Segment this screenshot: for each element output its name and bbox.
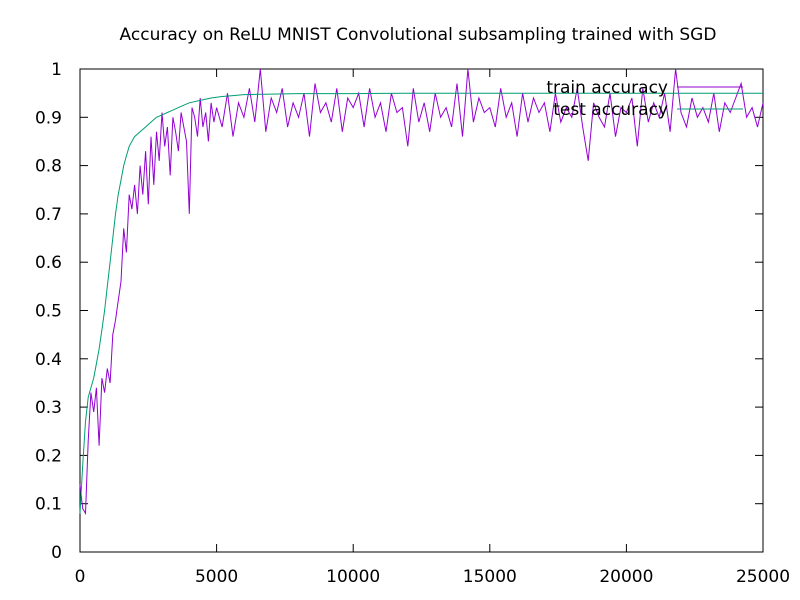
x-tick-label: 25000 — [736, 567, 790, 587]
y-tick-label: 0.9 — [35, 108, 62, 128]
y-tick-label: 0.5 — [35, 302, 62, 322]
x-tick-label: 15000 — [463, 567, 517, 587]
y-tick-label: 0.1 — [35, 495, 62, 515]
legend-label-1: test accuracy — [553, 100, 668, 120]
y-tick-label: 0 — [51, 543, 62, 563]
y-tick-label: 0.4 — [35, 350, 62, 370]
chart-title: Accuracy on ReLU MNIST Convolutional sub… — [120, 25, 717, 45]
series-line-0 — [79, 68, 764, 516]
y-tick-label: 0.8 — [35, 157, 62, 177]
x-tick-label: 0 — [75, 567, 86, 587]
x-tick-label: 10000 — [326, 567, 380, 587]
legend-label-0: train accuracy — [546, 78, 668, 98]
y-tick-label: 0.7 — [35, 205, 62, 225]
x-tick-label: 5000 — [195, 567, 238, 587]
x-tick-label: 20000 — [599, 567, 653, 587]
y-tick-label: 0.2 — [35, 446, 62, 466]
series-line-1 — [79, 92, 763, 514]
y-tick-label: 0.6 — [35, 253, 62, 273]
plot-frame — [79, 68, 764, 553]
series-lines — [79, 68, 764, 516]
y-tick-label: 0.3 — [35, 398, 62, 418]
y-tick-label: 1 — [51, 60, 62, 80]
axes: 0 5000 10000 15000 20000 25000 0 0.1 0.2 0.3 0.4 0.… — [35, 60, 790, 587]
